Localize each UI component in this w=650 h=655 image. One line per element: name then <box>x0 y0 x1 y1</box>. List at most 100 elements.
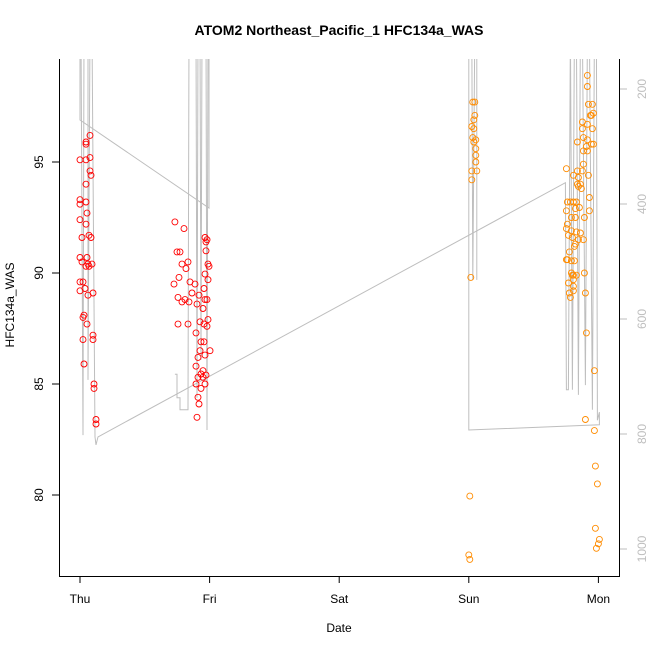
data-point <box>563 220 571 228</box>
data-point <box>591 524 599 532</box>
data-point <box>191 280 199 288</box>
y-axis-label: HFC134a_WAS <box>3 263 17 348</box>
data-point <box>193 413 201 421</box>
data-point <box>470 116 478 124</box>
data-point <box>590 427 598 435</box>
data-point <box>583 120 591 128</box>
data-point <box>570 257 578 265</box>
data-point <box>573 138 581 146</box>
x-tick-label: Fri <box>203 592 217 606</box>
data-point <box>203 322 211 330</box>
data-point <box>588 100 596 108</box>
data-point <box>185 298 193 306</box>
data-point <box>195 291 203 299</box>
data-point <box>581 289 589 297</box>
data-point <box>466 555 474 563</box>
data-point <box>584 100 592 108</box>
data-point <box>89 331 97 339</box>
data-point <box>594 540 602 548</box>
data-point <box>82 156 90 164</box>
y-tick-label: 85 <box>32 377 46 391</box>
y-tick-label: 90 <box>32 266 46 280</box>
data-point <box>201 296 209 304</box>
data-point <box>589 109 597 117</box>
data-point <box>79 336 87 344</box>
right-tick-label: 400 <box>635 194 649 214</box>
data-point <box>174 293 182 301</box>
data-point <box>194 373 202 381</box>
data-point <box>466 492 474 500</box>
data-point <box>583 83 591 90</box>
data-point <box>87 234 95 241</box>
data-point <box>201 380 209 388</box>
data-point <box>176 248 184 256</box>
data-point <box>595 535 603 543</box>
pressure-track-segment <box>471 59 478 280</box>
data-point <box>87 171 95 179</box>
data-point <box>204 316 212 324</box>
data-point <box>82 220 90 228</box>
right-tick-label: 600 <box>635 309 649 329</box>
pressure-track-segment <box>80 59 600 446</box>
data-point <box>82 180 90 188</box>
chart-title: ATOM2 Northeast_Pacific_1 HFC134a_WAS <box>195 22 484 38</box>
data-point <box>82 138 90 146</box>
data-point <box>571 205 579 213</box>
data-point <box>469 98 477 106</box>
data-point <box>180 225 188 233</box>
data-point <box>590 367 598 375</box>
data-point <box>584 171 592 179</box>
data-point <box>579 160 587 168</box>
data-point <box>92 416 100 423</box>
data-point <box>193 300 201 308</box>
data-point <box>569 276 577 284</box>
data-point <box>90 380 98 388</box>
data-point <box>84 291 92 299</box>
data-point <box>564 279 572 287</box>
data-point <box>205 262 213 270</box>
data-point <box>562 207 570 215</box>
data-point <box>85 262 93 270</box>
data-point <box>76 254 84 261</box>
data-point <box>571 214 579 221</box>
data-point <box>171 218 179 226</box>
right-tick-label: 800 <box>635 424 649 444</box>
data-point <box>203 296 211 304</box>
data-point <box>76 287 84 295</box>
x-tick-label: Sat <box>330 592 349 606</box>
data-point <box>206 347 214 355</box>
data-point <box>572 198 580 206</box>
data-point <box>562 165 570 173</box>
data-point <box>579 147 587 155</box>
data-point <box>170 280 178 288</box>
data-point <box>76 196 84 204</box>
data-point <box>585 207 593 215</box>
data-point <box>589 140 597 148</box>
data-point <box>587 111 595 119</box>
data-point <box>83 254 91 261</box>
data-point <box>89 336 97 344</box>
data-point <box>472 158 480 166</box>
data-point <box>591 462 599 470</box>
data-point <box>569 198 577 206</box>
data-point <box>184 258 192 266</box>
data-point <box>201 351 209 359</box>
data-point <box>86 167 94 175</box>
data-point <box>178 298 186 306</box>
data-point <box>567 257 575 265</box>
data-point <box>192 362 200 370</box>
data-point <box>566 293 574 301</box>
data-point <box>76 200 84 208</box>
x-tick-label: Thu <box>70 592 91 606</box>
data-point <box>80 360 88 368</box>
data-point <box>579 236 587 244</box>
data-point <box>82 262 90 270</box>
data-point <box>470 125 478 133</box>
data-point <box>192 329 200 337</box>
data-point <box>465 551 473 559</box>
data-point <box>569 282 577 290</box>
data-point <box>569 287 577 295</box>
data-point <box>472 145 480 153</box>
data-point <box>567 214 575 221</box>
data-point <box>581 416 589 423</box>
